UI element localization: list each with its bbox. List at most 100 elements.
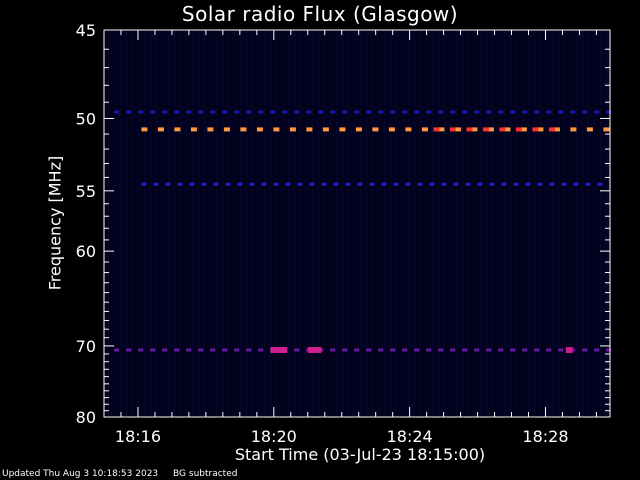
band-segment [489,182,495,186]
band-segment [114,110,120,114]
band-segment [553,127,560,132]
band-segment [465,182,471,186]
noise-stripe [270,30,271,417]
hot-spot [565,347,573,353]
band-segment [402,110,408,114]
band-segment [438,110,444,114]
band-segment [150,348,156,352]
band-segment [471,127,478,132]
noise-stripe [312,30,313,417]
band-segment [417,182,423,186]
band-segment [306,110,312,114]
noise-stripe [204,30,205,417]
noise-stripe [198,30,199,417]
noise-stripe [264,30,265,417]
band-segment [421,127,428,132]
band-segment [249,182,255,186]
band-segment [573,182,579,186]
x-axis-label: Start Time (03-Jul-23 18:15:00) [234,445,486,464]
noise-stripe [606,30,607,417]
noise-stripe [426,30,427,417]
band-segment [354,110,360,114]
noise-stripe [168,30,169,417]
band-segment [582,348,588,352]
noise-stripe [276,30,277,417]
band-segment [198,110,204,114]
noise-stripe [216,30,217,417]
noise-stripe [210,30,211,417]
band-segment [520,127,527,132]
band-segment [297,182,303,186]
band-segment [450,348,456,352]
band-segment [558,110,564,114]
band-segment [270,110,276,114]
noise-stripe [438,30,439,417]
band-segment [486,348,492,352]
band-segment [414,110,420,114]
band-segment [414,348,420,352]
band-segment [210,110,216,114]
band-segment [405,182,411,186]
band-segment [582,110,588,114]
noise-stripe [114,30,115,417]
band-segment [138,348,144,352]
noise-stripe [378,30,379,417]
band-segment [357,182,363,186]
band-segment [190,127,197,132]
noise-stripe [108,30,109,417]
noise-stripe [432,30,433,417]
band-segment [342,110,348,114]
band-segment [510,110,516,114]
band-segment [294,348,300,352]
band-segment [474,110,480,114]
band-segment [258,348,264,352]
band-segment [126,348,132,352]
band-segment [322,127,329,132]
band-segment [594,348,600,352]
noise-stripe [498,30,499,417]
noise-stripe [156,30,157,417]
band-segment [282,110,288,114]
band-segment [369,182,375,186]
band-segment [177,182,183,186]
noise-stripe [246,30,247,417]
y-tick-label: 70 [76,337,96,356]
band-segment [441,182,447,186]
noise-stripe [354,30,355,417]
y-tick-label: 45 [76,21,96,40]
noise-stripe [144,30,145,417]
noise-stripe [456,30,457,417]
noise-stripe [510,30,511,417]
noise-stripe [414,30,415,417]
band-segment [201,182,207,186]
noise-stripe [504,30,505,417]
noise-stripe [444,30,445,417]
noise-stripe [180,30,181,417]
band-segment [198,348,204,352]
noise-stripe [348,30,349,417]
band-segment [318,110,324,114]
x-tick-label: 18:20 [251,427,297,446]
hot-spot [548,127,555,132]
band-segment [174,110,180,114]
band-segment [174,127,181,132]
noise-stripe [546,30,547,417]
band-segment [405,127,412,132]
noise-stripe [486,30,487,417]
axes-frame: 45 50 55 60 70 80 18:16 18:20 18:24 18:28 [76,21,611,446]
noise-stripe [450,30,451,417]
noise-stripe [576,30,577,417]
band-segment [378,348,384,352]
y-tick-label: 55 [76,182,96,201]
noise-stripe [492,30,493,417]
x-tick-label: 18:16 [115,427,161,446]
band-segment [426,110,432,114]
hot-spot [532,127,539,132]
band-segment [330,110,336,114]
noise-stripe [300,30,301,417]
band-segment [186,110,192,114]
band-segment [597,182,603,186]
band-segment [546,110,552,114]
band-segment [510,348,516,352]
